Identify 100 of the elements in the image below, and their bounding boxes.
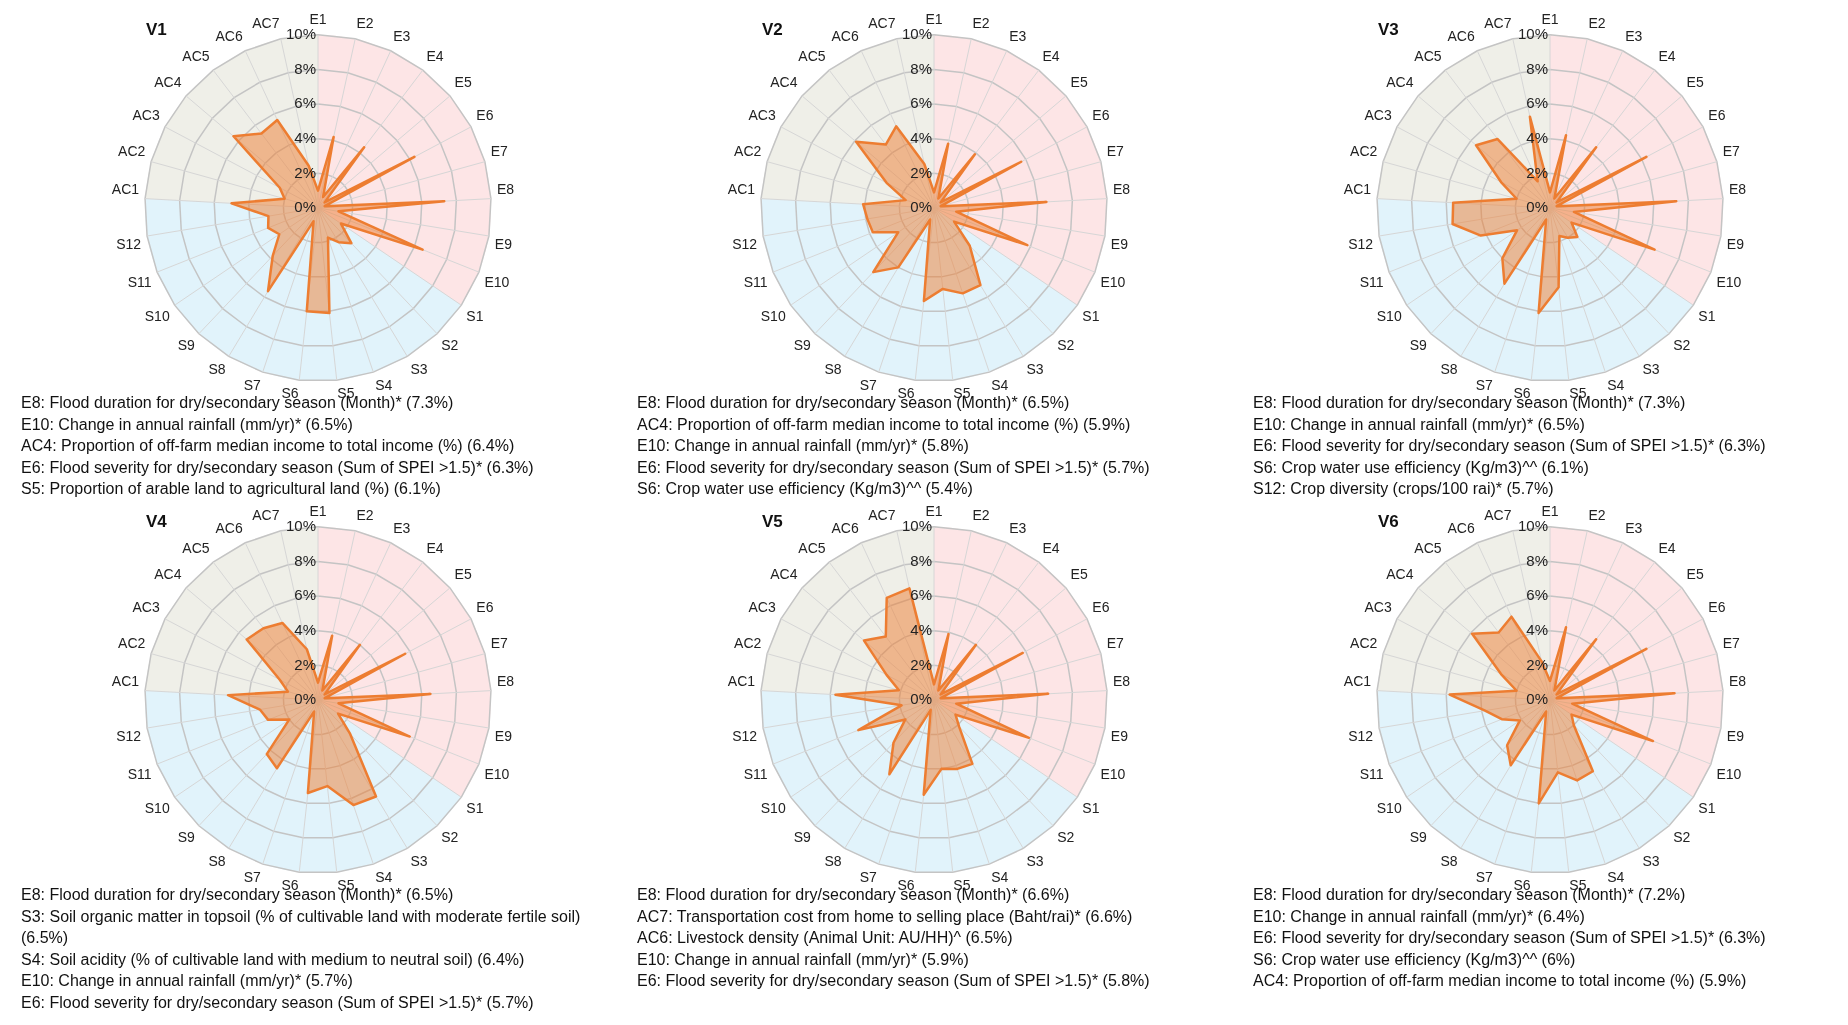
spoke-label: S3 xyxy=(1642,360,1660,377)
text: S12: Crop diversity (crops/100 rai)* (5.7%) xyxy=(1253,479,1555,499)
spoke-label: S8 xyxy=(208,360,226,377)
spoke-label: S1 xyxy=(466,799,484,816)
y-tick-label: 8% xyxy=(294,551,316,569)
text: E10: Change in annual rainfall (mm/yr)* (5.8%) xyxy=(637,436,970,456)
spoke-label: AC6 xyxy=(1447,519,1475,536)
spoke-label: S2 xyxy=(1057,829,1075,846)
text: AC7: Transportation cost from home to selling place (Baht/rai)* (6.6%) xyxy=(637,906,1134,927)
text: E6: Flood severity for dry/secondary season (Sum of SPEI >1.5)* (5.7%) xyxy=(21,992,535,1013)
chart-title: V1 xyxy=(146,20,167,40)
spoke-label: E3 xyxy=(393,27,411,44)
spoke-label: AC6 xyxy=(215,519,243,536)
spoke-label: E5 xyxy=(454,74,472,91)
spoke-label: E9 xyxy=(1110,236,1129,253)
spoke-label: AC1 xyxy=(111,180,140,197)
spoke-label: AC5 xyxy=(798,47,826,64)
spoke-label: S11 xyxy=(1359,273,1384,290)
y-tick-label: 4% xyxy=(1526,620,1548,638)
text: S6: Crop water use efficiency (Kg/m3)^^ (6%) xyxy=(1253,949,1577,970)
spoke-label: AC2 xyxy=(1350,142,1378,159)
spoke-label: S1 xyxy=(1698,307,1716,324)
spoke-label: AC4 xyxy=(1386,74,1414,91)
spoke-label: AC7 xyxy=(252,15,280,32)
spoke-label: S8 xyxy=(1440,852,1458,869)
spoke-label: S8 xyxy=(824,360,842,377)
spoke-label: E8 xyxy=(496,180,515,197)
spoke-label: S10 xyxy=(144,799,170,816)
chart-title: V6 xyxy=(1378,512,1399,532)
spoke-label: S7 xyxy=(859,377,877,394)
spoke-label: S7 xyxy=(1475,869,1493,886)
text: E10: Change in annual rainfall (mm/yr)* (6.5%) xyxy=(21,414,354,435)
spoke-label: S8 xyxy=(1440,360,1458,377)
spoke-label: E3 xyxy=(393,519,411,536)
spoke-label: E3 xyxy=(1625,27,1643,44)
spoke-label: S7 xyxy=(243,377,261,394)
spoke-label: E7 xyxy=(1722,142,1741,159)
y-tick-label: 2% xyxy=(1526,163,1548,181)
spoke-label: AC2 xyxy=(734,634,762,651)
text: E10: Change in annual rainfall (mm/yr)* (5.9%) xyxy=(637,949,970,970)
spoke-label: S7 xyxy=(243,869,261,886)
spoke-label: S3 xyxy=(1026,360,1044,377)
spoke-label: AC6 xyxy=(831,519,859,536)
spoke-label: E5 xyxy=(1070,74,1088,91)
y-tick-label: 6% xyxy=(910,586,932,604)
spoke-label: E5 xyxy=(1070,566,1088,583)
spoke-label: E6 xyxy=(1708,106,1726,123)
spoke-label: AC3 xyxy=(748,598,776,615)
y-tick-label: 2% xyxy=(294,655,316,673)
spoke-label: AC5 xyxy=(798,539,826,556)
spoke-label: S9 xyxy=(793,337,811,354)
spoke-label: AC4 xyxy=(1386,566,1414,583)
spoke-label: E3 xyxy=(1009,27,1027,44)
spoke-label: S11 xyxy=(743,273,768,290)
spoke-label: E3 xyxy=(1625,519,1643,536)
spoke-label: E6 xyxy=(1092,106,1110,123)
spoke-label: AC5 xyxy=(1414,539,1442,556)
spoke-label: AC3 xyxy=(1364,598,1392,615)
spoke-label: AC7 xyxy=(868,15,896,32)
spoke-label: S4 xyxy=(1607,377,1625,394)
text: E10: Change in annual rainfall (mm/yr)* (6.5%) xyxy=(1253,414,1586,435)
spoke-label: AC7 xyxy=(252,507,280,524)
spoke-label: S10 xyxy=(144,307,170,324)
y-tick-label: 0% xyxy=(910,198,932,216)
spoke-label: S9 xyxy=(793,829,811,846)
spoke-label: S3 xyxy=(410,360,428,377)
spoke-label: S3 xyxy=(410,852,428,869)
spoke-label: AC5 xyxy=(182,47,210,64)
spoke-label: S3 xyxy=(1642,852,1660,869)
spoke-label: E8 xyxy=(1728,672,1747,689)
spoke-label: AC2 xyxy=(118,142,146,159)
spoke-label: E2 xyxy=(972,15,990,32)
spoke-label: S11 xyxy=(127,765,152,782)
spoke-label: AC5 xyxy=(182,539,210,556)
spoke-label: AC7 xyxy=(868,507,896,524)
spoke-label: AC3 xyxy=(748,106,776,123)
spoke-label: S1 xyxy=(1082,307,1100,324)
y-tick-label: 4% xyxy=(910,128,932,146)
y-tick-label: 8% xyxy=(1526,59,1548,77)
spoke-label: E4 xyxy=(1658,47,1676,64)
y-tick-label: 6% xyxy=(294,94,316,112)
spoke-label: S9 xyxy=(1409,829,1427,846)
text: S3: Soil organic matter in topsoil (% of cultivable land with moderate fertile soil) (6.5%) xyxy=(21,906,582,948)
spoke-label: AC3 xyxy=(132,106,160,123)
spoke-label: S1 xyxy=(466,307,484,324)
y-tick-label: 6% xyxy=(910,94,932,112)
spoke-label: AC7 xyxy=(1484,507,1512,524)
spoke-label: S10 xyxy=(1376,799,1402,816)
spoke-label: E6 xyxy=(1708,598,1726,615)
spoke-label: E8 xyxy=(1112,672,1131,689)
spoke-label: S2 xyxy=(1673,337,1691,354)
spoke-label: S4 xyxy=(1607,869,1625,886)
spoke-label: E5 xyxy=(1686,74,1704,91)
spoke-label: AC7 xyxy=(1484,15,1512,32)
text: E10: Change in annual rainfall (mm/yr)* (6.4%) xyxy=(1253,906,1586,927)
y-tick-label: 2% xyxy=(910,163,932,181)
spoke-label: E4 xyxy=(426,47,444,64)
spoke-label: E6 xyxy=(1092,598,1110,615)
text: E6: Flood severity for dry/secondary season (Sum of SPEI >1.5)* (5.8%) xyxy=(637,971,1151,991)
y-tick-label: 6% xyxy=(1526,94,1548,112)
